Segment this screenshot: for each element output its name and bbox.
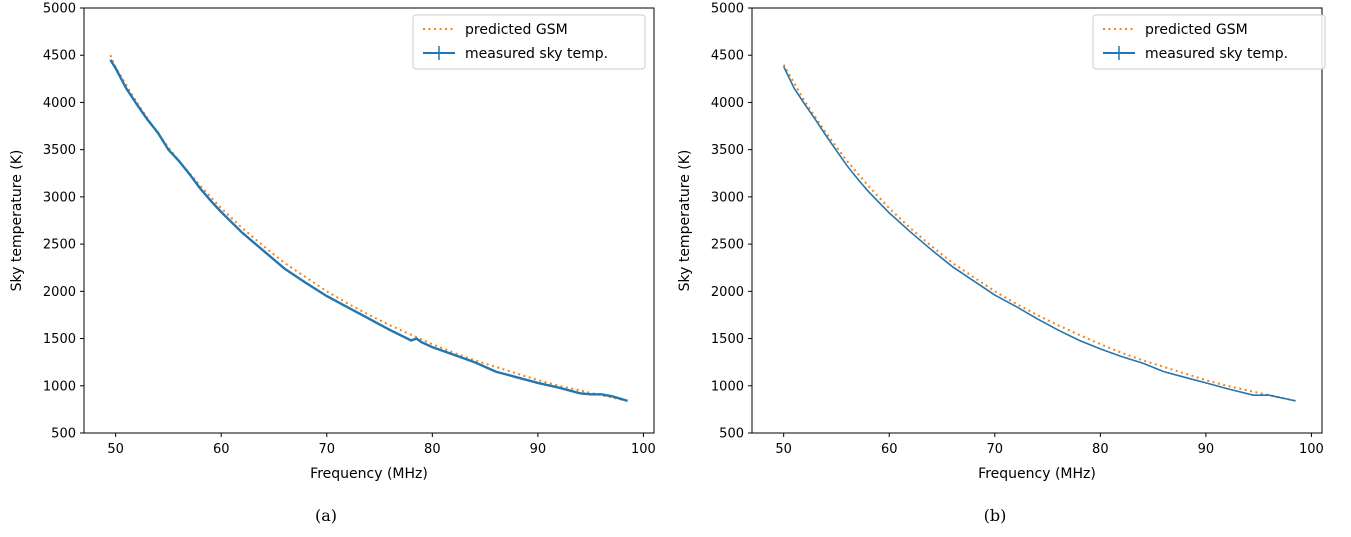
- y-tick-label: 2500: [711, 238, 744, 253]
- y-tick-label: 500: [51, 427, 76, 442]
- x-tick-label: 90: [1198, 442, 1215, 457]
- measured-sky-temp-line: [782, 66, 1296, 402]
- y-tick-label: 500: [719, 427, 744, 442]
- x-tick-label: 100: [631, 442, 656, 457]
- x-tick-label: 70: [319, 442, 336, 457]
- legend-box: [1092, 14, 1326, 70]
- chart-panel-2: 50 60 70 80 90 100 500 1000 1500 2000 2500 3000 3500…: [677, 2, 1326, 525]
- y-tick-label: 1500: [43, 332, 76, 347]
- x-axis-label: Frequency (MHz): [978, 466, 1096, 482]
- y-tick-label: 3500: [711, 143, 744, 158]
- x-tick-label: 50: [107, 442, 124, 457]
- panel-caption: (a): [315, 506, 337, 525]
- y-tick-label: 2000: [711, 285, 744, 300]
- y-tick-label: 3000: [43, 190, 76, 205]
- x-axis-label: Frequency (MHz): [310, 466, 428, 482]
- y-tick-label: 5000: [711, 2, 744, 17]
- x-tick-label: 60: [881, 442, 898, 457]
- y-tick-label: 2000: [43, 285, 76, 300]
- y-tick-label: 3500: [43, 143, 76, 158]
- y-tick-label: 2500: [43, 238, 76, 253]
- legend-label: predicted GSM: [465, 22, 568, 38]
- predicted-gsm-line: [109, 54, 628, 402]
- x-tick-label: 70: [987, 442, 1004, 457]
- y-tick-label: 1000: [43, 379, 76, 394]
- y-tick-label: 1000: [711, 379, 744, 394]
- y-tick-label: 4000: [711, 96, 744, 111]
- measured-sky-temp-line: [109, 59, 628, 403]
- y-tick-label: 3000: [711, 190, 744, 205]
- x-tick-label: 80: [1092, 442, 1109, 457]
- axes-frame: [83, 7, 655, 434]
- axes-frame: [751, 7, 1323, 434]
- y-axis-label: Sky temperature (K): [677, 150, 693, 292]
- y-tick-label: 4000: [43, 96, 76, 111]
- y-tick-label: 4500: [711, 49, 744, 64]
- predicted-gsm-line: [782, 64, 1296, 402]
- legend: predicted GSM measured sky temp.: [412, 14, 646, 70]
- x-tick-label: 80: [424, 442, 441, 457]
- x-tick-label: 50: [775, 442, 792, 457]
- legend: predicted GSM measured sky temp.: [1092, 14, 1326, 70]
- legend-label: measured sky temp.: [465, 46, 608, 62]
- legend-label: measured sky temp.: [1145, 46, 1288, 62]
- y-tick-label: 1500: [711, 332, 744, 347]
- legend-box: [412, 14, 646, 70]
- chart-panel-1: 50 60 70 80 90 100 500 1000 1500 2000 2500 3000 3500…: [9, 2, 656, 526]
- x-tick-label: 60: [213, 442, 230, 457]
- y-tick-label: 4500: [43, 49, 76, 64]
- y-tick-label: 5000: [43, 2, 76, 17]
- y-axis-label: Sky temperature (K): [9, 150, 25, 292]
- panel-caption: (b): [984, 506, 1007, 525]
- x-tick-label: 90: [530, 442, 547, 457]
- legend-label: predicted GSM: [1145, 22, 1248, 38]
- x-tick-label: 100: [1299, 442, 1324, 457]
